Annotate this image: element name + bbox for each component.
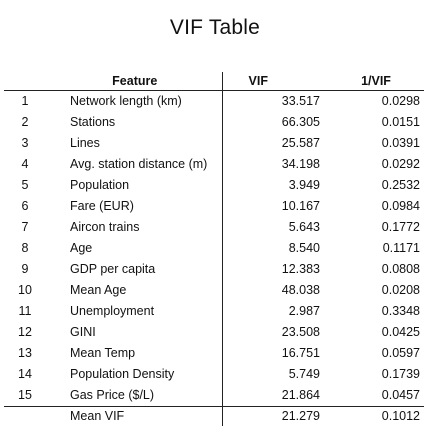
table-row: 12 GINI 23.508 0.0425 <box>4 322 424 343</box>
vif-cell: 66.305 <box>281 115 320 129</box>
table-title: VIF Table <box>169 16 261 39</box>
row-index: 1 <box>21 94 29 108</box>
table-row: 11 Unemployment 2.987 0.3348 <box>4 301 424 322</box>
inv-vif-cell: 0.1739 <box>381 367 420 381</box>
inv-vif-cell: 0.0151 <box>381 115 420 129</box>
vif-table: Feature VIF 1/VIF 1 Network length (km) 33… <box>4 72 424 426</box>
row-index: 14 <box>18 367 32 381</box>
vif-cell: 33.517 <box>281 94 320 108</box>
table-row: 4 Avg. station distance (m) 34.198 0.0292 <box>4 154 424 175</box>
inv-vif-cell: 0.0298 <box>381 94 420 108</box>
inv-vif-cell: 0.0391 <box>381 136 420 150</box>
table-body: 1 Network length (km) 33.517 0.0298 2 Station… <box>4 90 424 407</box>
table-row: 6 Fare (EUR) 10.167 0.0984 <box>4 196 424 217</box>
inv-vif-cell: 0.0292 <box>381 157 420 171</box>
feature-cell: Population Density <box>68 364 223 385</box>
table-row: 8 Age 8.540 0.1171 <box>4 238 424 259</box>
feature-cell: Fare (EUR) <box>68 196 223 217</box>
feature-header: Feature <box>68 72 223 91</box>
mean-index-cell <box>4 407 68 427</box>
row-index: 4 <box>21 157 29 171</box>
vif-cell: 16.751 <box>281 346 320 360</box>
table-row: 1 Network length (km) 33.517 0.0298 <box>4 90 424 112</box>
row-index: 12 <box>18 325 32 339</box>
feature-cell: Age <box>68 238 223 259</box>
feature-cell: Gas Price ($/L) <box>68 385 223 407</box>
row-index: 10 <box>18 283 32 297</box>
table-row: 14 Population Density 5.749 0.1739 <box>4 364 424 385</box>
feature-cell: Mean Temp <box>68 343 223 364</box>
inv-vif-cell: 0.0597 <box>381 346 420 360</box>
row-index: 11 <box>18 304 32 318</box>
feature-cell: Population <box>68 175 223 196</box>
table-row: 13 Mean Temp 16.751 0.0597 <box>4 343 424 364</box>
feature-cell: Avg. station distance (m) <box>68 154 223 175</box>
inv-vif-cell: 0.0808 <box>381 262 420 276</box>
feature-cell: Aircon trains <box>68 217 223 238</box>
inv-vif-cell: 0.2532 <box>381 178 420 192</box>
vif-cell: 2.987 <box>288 304 320 318</box>
row-index: 15 <box>18 388 32 402</box>
feature-cell: Lines <box>68 133 223 154</box>
inv-vif-cell: 0.1772 <box>381 220 420 234</box>
feature-cell: GDP per capita <box>68 259 223 280</box>
inv-vif-cell: 0.1171 <box>382 241 420 255</box>
feature-cell: Stations <box>68 112 223 133</box>
mean-vif-value: 21.279 <box>281 409 320 423</box>
index-header <box>4 72 68 91</box>
inv-vif-cell: 0.0984 <box>381 199 420 213</box>
vif-table-container: Feature VIF 1/VIF 1 Network length (km) 33… <box>4 72 424 426</box>
vif-cell: 23.508 <box>281 325 320 339</box>
row-index: 6 <box>21 199 29 213</box>
vif-cell: 12.383 <box>281 262 320 276</box>
inv-vif-cell: 0.0457 <box>381 388 420 402</box>
table-row: 10 Mean Age 48.038 0.0208 <box>4 280 424 301</box>
feature-cell: Network length (km) <box>68 90 223 112</box>
feature-cell: Unemployment <box>68 301 223 322</box>
vif-cell: 34.198 <box>281 157 320 171</box>
vif-cell: 21.864 <box>281 388 320 402</box>
vif-cell: 10.167 <box>281 199 320 213</box>
table-row: 9 GDP per capita 12.383 0.0808 <box>4 259 424 280</box>
row-index: 3 <box>21 136 29 150</box>
mean-row: Mean VIF 21.279 0.1012 <box>4 406 424 427</box>
vif-cell: 48.038 <box>281 283 320 297</box>
feature-cell: GINI <box>68 322 223 343</box>
table-row: 3 Lines 25.587 0.0391 <box>4 133 424 154</box>
table-row: 15 Gas Price ($/L) 21.864 0.0457 <box>4 385 424 407</box>
vif-cell: 25.587 <box>281 136 320 150</box>
table-row: 5 Population 3.949 0.2532 <box>4 175 424 196</box>
row-index: 7 <box>21 220 29 234</box>
vif-cell: 5.749 <box>288 367 320 381</box>
vif-cell: 3.949 <box>288 178 320 192</box>
vif-cell: 8.540 <box>288 241 320 255</box>
mean-inv-vif-value: 0.1012 <box>381 409 420 423</box>
inv-vif-header: 1/VIF <box>361 74 391 88</box>
row-index: 13 <box>18 346 32 360</box>
inv-vif-cell: 0.0208 <box>381 283 420 297</box>
table-row: 7 Aircon trains 5.643 0.1772 <box>4 217 424 238</box>
row-index: 8 <box>21 241 29 255</box>
mean-label: Mean VIF <box>68 406 223 426</box>
table-row: 2 Stations 66.305 0.0151 <box>4 112 424 133</box>
vif-header: VIF <box>248 74 268 88</box>
vif-cell: 5.643 <box>288 220 320 234</box>
inv-vif-cell: 0.0425 <box>381 325 420 339</box>
row-index: 9 <box>21 262 29 276</box>
header-row: Feature VIF 1/VIF <box>4 72 424 91</box>
inv-vif-cell: 0.3348 <box>381 304 420 318</box>
row-index: 2 <box>21 115 29 129</box>
row-index: 5 <box>21 178 29 192</box>
feature-cell: Mean Age <box>68 280 223 301</box>
